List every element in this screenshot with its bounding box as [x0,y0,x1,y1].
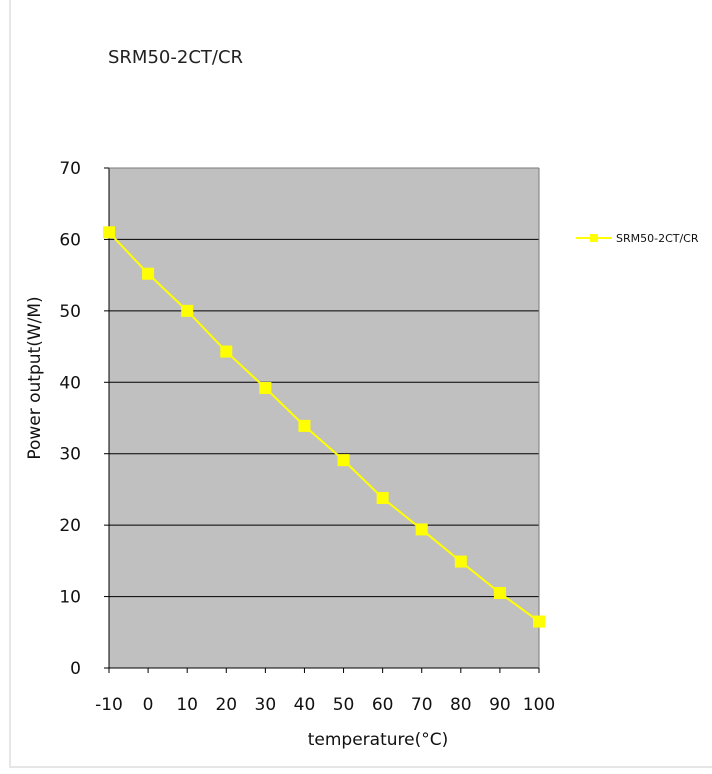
data-point [454,555,467,568]
x-tick-label: 20 [215,695,237,715]
y-tick-label: 10 [59,588,81,608]
legend-label: SRM50-2CT/CR [616,232,699,245]
data-point [259,382,272,394]
x-tick-label: 80 [450,695,472,715]
x-tick-label: 0 [143,695,154,715]
x-tick-label: 30 [255,695,277,715]
plot-area [109,168,539,668]
legend-marker [590,234,598,242]
x-tick-label: 100 [523,695,555,715]
y-tick-label: 20 [59,516,81,536]
y-tick-label: 30 [59,445,81,465]
data-point [220,345,233,358]
chart-title: SRM50-2CT/CR [108,47,243,68]
series-line [108,231,540,623]
x-axis-label: temperature(°C) [308,730,449,750]
x-tick-label: 60 [372,695,394,715]
data-point [533,615,545,628]
y-tick-label: 40 [59,373,81,393]
x-tick-labels: -10 0 10 20 30 40 50 60 70 80 90 100 [95,668,555,715]
x-tick-label: 40 [294,695,316,715]
x-tick-label: 70 [411,695,433,715]
frame-bottom-border [9,766,712,768]
y-tick-label: 60 [59,230,81,250]
data-point [376,492,389,504]
y-tick-label: 0 [70,659,81,679]
y-tick-label: 50 [59,302,81,322]
data-point [337,454,350,467]
data-point [493,587,506,599]
axes [108,167,540,669]
x-tick-label: 50 [333,695,355,715]
legend: SRM50-2CT/CR [576,232,699,245]
data-point [142,267,155,280]
data-point [298,419,311,432]
data-point [181,304,194,317]
x-tick-label: 10 [176,695,198,715]
data-point [103,226,115,239]
gridlines [109,167,539,598]
y-tick-labels: 0 10 20 30 40 50 60 70 [59,159,109,679]
y-axis-label: Power output(W/M) [25,296,45,459]
x-tick-label: -10 [95,695,123,715]
frame-left-border [9,0,11,768]
y-tick-label: 70 [59,159,81,179]
x-tick-label: 90 [489,695,511,715]
series-srm50 [103,226,545,628]
data-point [415,523,428,536]
